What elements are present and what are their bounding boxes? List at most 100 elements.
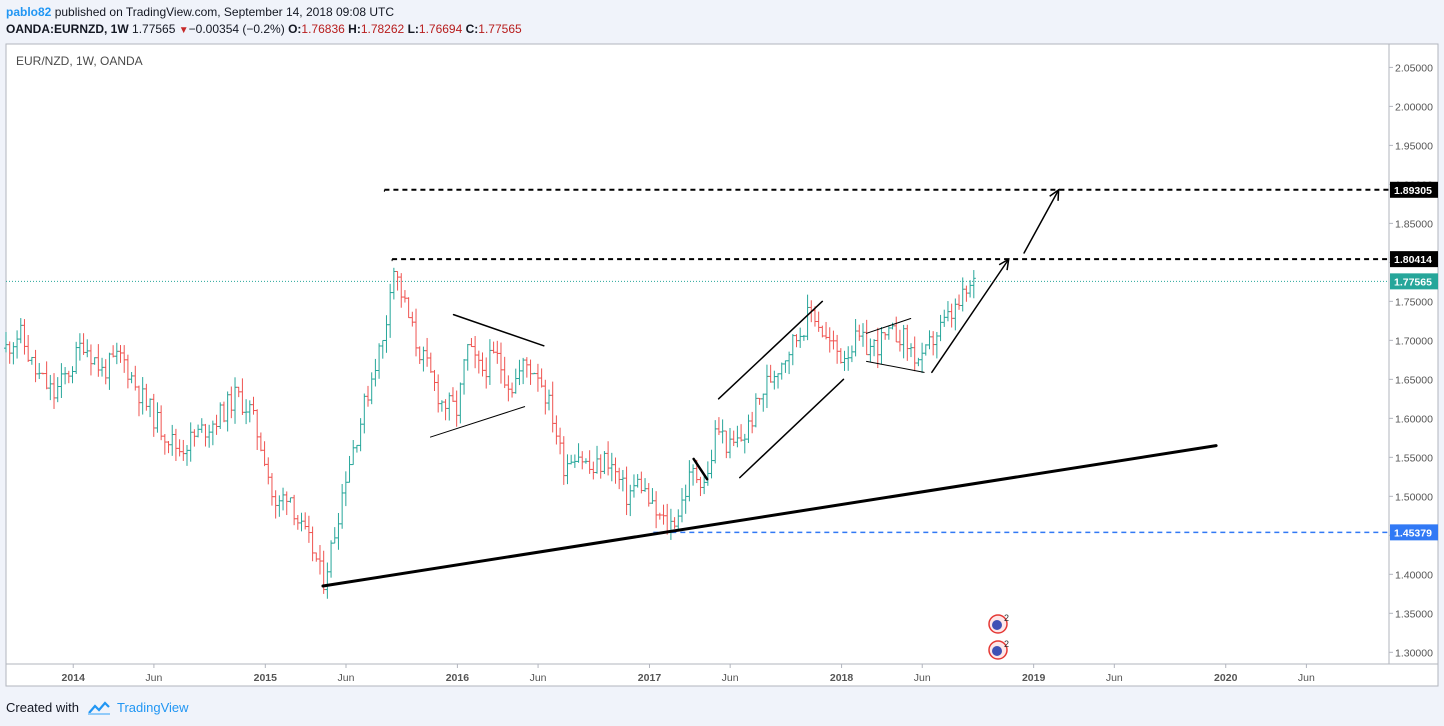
triangle-top[interactable] xyxy=(452,313,545,347)
ohlc-bar xyxy=(425,337,430,367)
ohlc-bar xyxy=(968,280,973,298)
low-label: L: xyxy=(407,22,419,36)
ohlc-bar xyxy=(702,475,707,495)
tradingview-brand-link[interactable]: TradingView xyxy=(116,700,189,715)
ohlc-bar xyxy=(29,356,34,365)
ohlc-bar xyxy=(384,315,389,353)
price-change: −0.00354 (−0.2%) xyxy=(188,22,285,36)
ohlc-bar xyxy=(136,385,141,417)
projection-2[interactable] xyxy=(1023,189,1060,254)
price-label-tag[interactable]: 1.45379 xyxy=(1390,524,1438,541)
ohlc-bar xyxy=(273,490,278,519)
ohlc-bar xyxy=(576,443,581,463)
created-with-label: Created with xyxy=(6,700,79,715)
time-tick-label: 2014 xyxy=(62,672,86,684)
ohlc-bar xyxy=(801,334,806,341)
ohlc-bar xyxy=(635,474,640,488)
event-marker-icon[interactable]: 2 xyxy=(988,613,1009,634)
ohlc-bar xyxy=(654,491,659,529)
price-tick-label: 1.40000 xyxy=(1395,569,1433,581)
ohlc-bar xyxy=(587,450,592,474)
ohlc-bar xyxy=(502,356,507,389)
ohlc-bar xyxy=(879,326,884,365)
ohlc-bar xyxy=(380,339,385,359)
horizontal-levels[interactable] xyxy=(6,188,1389,534)
channel-top[interactable] xyxy=(717,300,824,400)
wedge-top[interactable] xyxy=(866,318,912,334)
ohlc-bar xyxy=(761,393,766,412)
down-arrow-icon: ▼ xyxy=(178,25,189,36)
ohlc-bar xyxy=(731,430,736,447)
ohlc-bar xyxy=(683,484,688,514)
ohlc-bar xyxy=(535,363,540,392)
ohlc-bar xyxy=(140,377,145,415)
ohlc-bar xyxy=(63,367,68,385)
projection-1[interactable] xyxy=(931,258,1010,374)
event-marker-icon[interactable]: 2 xyxy=(988,639,1009,660)
triangle-bottom[interactable] xyxy=(430,406,526,438)
ohlc-bar xyxy=(410,311,415,327)
time-axis[interactable]: 2014 Jun 2015 Jun 2016 Jun 2017 Jun 2018 Jun 2019 J… xyxy=(62,664,1315,684)
price-label-tag[interactable]: 1.89305 xyxy=(1390,181,1438,198)
channel-bottom[interactable] xyxy=(739,378,845,479)
arrowhead-icon xyxy=(1049,188,1060,201)
ohlc-bar xyxy=(295,515,300,530)
ohlc-bar xyxy=(539,368,544,388)
ohlc-bar xyxy=(750,411,755,434)
plot-area xyxy=(6,44,1389,664)
ohlc-bar xyxy=(491,341,496,354)
ohlc-bar xyxy=(957,294,962,310)
ohlc-bar xyxy=(953,298,958,331)
time-tick-label: 2015 xyxy=(254,672,278,684)
ohlc-bar xyxy=(949,303,954,328)
ohlc-bar xyxy=(901,324,906,359)
open-value: 1.76836 xyxy=(301,22,345,36)
ohlc-bar xyxy=(510,382,515,398)
tradingview-logo-icon xyxy=(87,701,110,715)
price-tick-label: 2.05000 xyxy=(1395,62,1433,74)
ohlc-bar xyxy=(351,440,356,466)
ohlc-bar xyxy=(181,439,186,461)
ohlc-bar xyxy=(262,441,267,467)
ohlc-bar xyxy=(210,420,215,446)
flag-pole[interactable] xyxy=(692,457,709,481)
ohlc-bar xyxy=(565,454,570,485)
ohlc-bar xyxy=(938,314,943,342)
trend-drawings[interactable] xyxy=(321,188,1218,588)
ohlc-bar xyxy=(602,451,607,475)
ohlc-bar xyxy=(798,327,803,348)
ohlc-bar xyxy=(18,318,23,344)
ohlc-bar xyxy=(927,330,932,350)
price-label-tag[interactable]: 1.77565 xyxy=(1390,273,1438,290)
ohlc-bar xyxy=(838,348,843,364)
ohlc-bar xyxy=(495,340,500,364)
price-axis[interactable]: 2.050002.000001.950001.900001.850001.800… xyxy=(1389,62,1438,659)
ohlc-bar xyxy=(739,424,744,442)
ohlc-bar xyxy=(340,483,345,529)
ohlc-bar xyxy=(550,381,555,433)
chart-frame xyxy=(5,43,1439,687)
ohlc-bar xyxy=(698,476,703,497)
event-markers[interactable]: 22 xyxy=(988,613,1009,660)
time-tick-label: 2019 xyxy=(1022,672,1046,684)
author-link[interactable]: pablo82 xyxy=(6,5,52,19)
ohlc-bar xyxy=(125,354,130,389)
ohlc-bar xyxy=(377,343,382,379)
price-tick-label: 1.75000 xyxy=(1395,296,1433,308)
time-tick-label: Jun xyxy=(338,672,355,684)
long-term-trendline[interactable] xyxy=(321,444,1218,588)
ohlc-bar xyxy=(354,444,359,453)
ohlc-bar xyxy=(776,373,781,389)
ohlc-bar xyxy=(299,512,304,532)
price-label-tag[interactable]: 1.80414 xyxy=(1390,251,1438,268)
ohlc-bar xyxy=(284,491,289,516)
ohlc-bar xyxy=(835,334,840,364)
wedge-bottom[interactable] xyxy=(866,360,925,373)
publish-info: published on TradingView.com, September … xyxy=(54,5,395,19)
ohlc-bar xyxy=(487,339,492,385)
ohlc-bar xyxy=(824,321,829,340)
price-bars xyxy=(4,267,976,599)
ohlc-bar xyxy=(897,329,902,352)
ohlc-bar xyxy=(88,344,93,376)
